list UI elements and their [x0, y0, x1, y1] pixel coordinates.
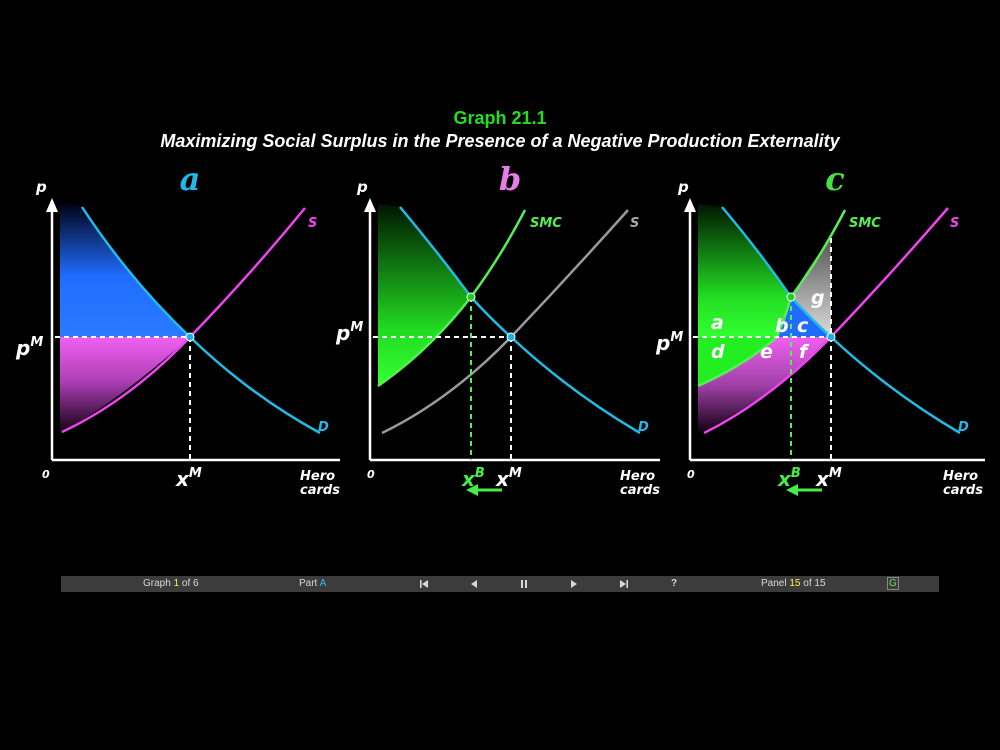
last-icon[interactable] — [619, 578, 629, 594]
p-axis-label: p — [35, 178, 47, 196]
shift-arrow-icon — [466, 484, 478, 496]
first-icon[interactable] — [419, 578, 429, 594]
p-axis-label: p — [356, 178, 368, 196]
y-axis-arrow — [364, 198, 376, 212]
prev-icon[interactable] — [469, 578, 479, 594]
graph-title: Graph 21.1 — [453, 108, 547, 128]
region-d-label: d — [711, 341, 725, 363]
panel-b-label: b — [499, 160, 521, 198]
help-button[interactable]: ? — [671, 578, 678, 589]
glossary-button[interactable]: G — [887, 577, 899, 590]
navigation-bar: Graph 1 of 6 Part A ? Panel 15 of 15 G — [61, 576, 939, 592]
region-a-area — [698, 204, 791, 337]
xm-label: xM — [815, 466, 842, 491]
part-selector[interactable]: Part A — [299, 578, 327, 589]
xb-label: xB — [777, 466, 801, 491]
social-surplus-area — [378, 204, 471, 386]
panel-counter: Panel 15 of 15 — [761, 578, 826, 589]
x-axis-label-line1: Hero — [300, 469, 335, 484]
optimum-point — [466, 292, 476, 302]
equilibrium-point — [506, 332, 516, 342]
xm-label: xM — [495, 466, 522, 491]
region-f-label: f — [799, 341, 810, 363]
consumer-surplus-area — [60, 202, 190, 337]
smc-label: SMC — [530, 216, 562, 231]
demand-label: D — [638, 420, 649, 435]
price-label: pM — [335, 320, 363, 345]
optimum-point — [786, 292, 796, 302]
p-axis-label: p — [677, 178, 689, 196]
graph-panels: a p pM 0 xM Hero cards S D b — [15, 160, 985, 498]
panel-c: c a b c d e f g p pM 0 xB x — [655, 160, 985, 498]
region-g-area — [791, 238, 831, 337]
graph-counter: Graph 1 of 6 — [143, 578, 199, 589]
origin-label: 0 — [42, 468, 50, 481]
demand-label: D — [958, 420, 969, 435]
smc-label: SMC — [849, 216, 881, 231]
shift-arrow-icon — [786, 484, 798, 496]
y-axis-arrow — [684, 198, 696, 212]
smc-curve — [697, 209, 847, 388]
x-axis-label-line1: Hero — [620, 469, 655, 484]
xm-label: xM — [175, 466, 202, 491]
supply-label: S — [630, 216, 639, 231]
origin-label: 0 — [367, 468, 375, 481]
next-icon[interactable] — [569, 578, 579, 594]
producer-surplus-area — [60, 337, 190, 433]
x-axis-label-line2: cards — [943, 483, 983, 498]
equilibrium-point — [826, 332, 836, 342]
region-ef-area — [698, 337, 831, 433]
demand-curve — [399, 206, 641, 435]
supply-label: S — [308, 216, 317, 231]
region-c-label: c — [797, 315, 809, 337]
xb-label: xB — [461, 466, 485, 491]
graph-subtitle: Maximizing Social Surplus in the Presenc… — [160, 131, 840, 151]
x-axis-label-line1: Hero — [943, 469, 978, 484]
region-g-label: g — [811, 287, 825, 309]
panel-a-label: a — [180, 160, 201, 198]
origin-label: 0 — [687, 468, 695, 481]
y-axis-arrow — [46, 198, 58, 212]
supply-label: S — [950, 216, 959, 231]
demand-label: D — [318, 420, 329, 435]
region-d-area — [698, 337, 777, 386]
price-label: pM — [655, 330, 683, 355]
demand-curve — [721, 206, 961, 435]
panel-b: b p pM 0 xB xM Hero cards SMC S D — [335, 160, 660, 498]
x-axis-label-line2: cards — [300, 483, 340, 498]
region-b-label: b — [775, 315, 789, 337]
region-a-label: a — [711, 312, 724, 334]
price-label: pM — [15, 335, 43, 360]
equilibrium-point — [185, 332, 195, 342]
x-axis-label-line2: cards — [620, 483, 660, 498]
panel-c-label: c — [825, 160, 844, 198]
panel-a: a p pM 0 xM Hero cards S D — [15, 160, 340, 498]
region-e-label: e — [760, 341, 773, 363]
pause-icon[interactable] — [519, 578, 529, 594]
